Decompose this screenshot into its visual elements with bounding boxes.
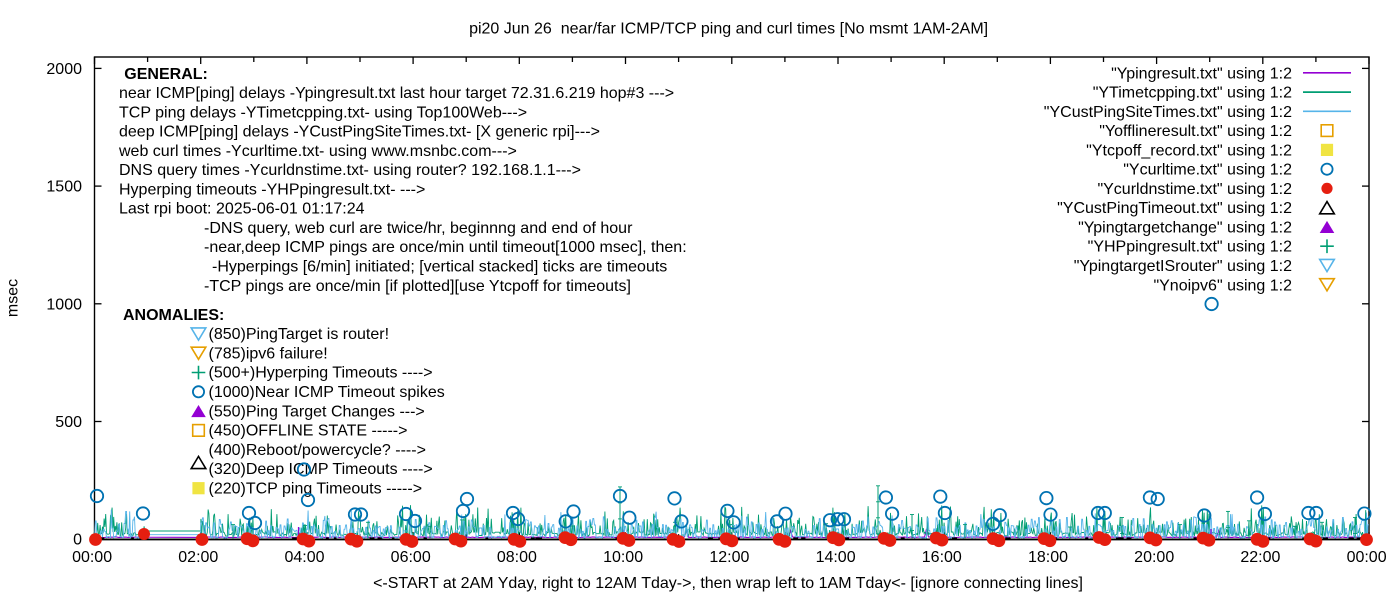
svg-text:"Ycurltime.txt" using 1:2: "Ycurltime.txt" using 1:2 [1123,162,1292,179]
svg-text:-TCP pings are once/min [if pl: -TCP pings are once/min [if plotted][use… [204,278,631,295]
svg-text:1500: 1500 [46,179,82,196]
svg-text:12:00: 12:00 [709,549,749,566]
svg-text:DNS query times -Ycurldnstime.: DNS query times -Ycurldnstime.txt- using… [119,162,581,179]
svg-text:00:00: 00:00 [72,549,112,566]
svg-text:00:00: 00:00 [1347,549,1387,566]
svg-text:(500+)Hyperping Timeouts ---->: (500+)Hyperping Timeouts ----> [209,365,433,382]
svg-text:08:00: 08:00 [497,549,537,566]
svg-text:"YTimetcpping.txt" using 1:2: "YTimetcpping.txt" using 1:2 [1093,85,1292,102]
svg-text:06:00: 06:00 [391,549,431,566]
svg-text:20:00: 20:00 [1134,549,1174,566]
svg-text:14:00: 14:00 [816,549,856,566]
svg-text:ANOMALIES:: ANOMALIES: [123,307,224,324]
svg-text:TCP ping delays -YTimetcpping.: TCP ping delays -YTimetcpping.txt- using… [119,104,527,121]
svg-text:(400)Reboot/powercycle? ---->: (400)Reboot/powercycle? ----> [209,442,426,459]
svg-text:"Ypingresult.txt" using 1:2: "Ypingresult.txt" using 1:2 [1111,65,1292,82]
svg-text:02:00: 02:00 [178,549,218,566]
svg-text:"Yofflineresult.txt" using 1:2: "Yofflineresult.txt" using 1:2 [1099,123,1292,140]
svg-text:Hyperping timeouts -YHPpingres: Hyperping timeouts -YHPpingresult.txt- -… [119,181,425,198]
svg-text:"YpingtargetISrouter" using 1:: "YpingtargetISrouter" using 1:2 [1074,258,1292,275]
svg-text:msec: msec [5,279,22,317]
svg-text:(220)TCP ping Timeouts ----->: (220)TCP ping Timeouts -----> [209,480,423,497]
svg-text:near ICMP[ping] delays -Ypingr: near ICMP[ping] delays -Ypingresult.txt … [119,85,674,102]
svg-text:(320)Deep ICMP Timeouts ---->: (320)Deep ICMP Timeouts ----> [209,461,433,478]
svg-text:-Hyperpings [6/min] initiated;: -Hyperpings [6/min] initiated; [vertical… [212,259,667,276]
svg-text:Last rpi boot: 2025-06-01 01:1: Last rpi boot: 2025-06-01 01:17:24 [119,201,365,218]
svg-text:<-START at 2AM Yday, right to: <-START at 2AM Yday, right to 12AM Tday-… [373,575,1083,592]
svg-text:(450)OFFLINE STATE ----->: (450)OFFLINE STATE -----> [209,423,408,440]
svg-text:"Ypingtargetchange" using 1:2: "Ypingtargetchange" using 1:2 [1078,220,1292,237]
svg-text:(785)ipv6 failure!: (785)ipv6 failure! [209,346,328,363]
svg-text:2000: 2000 [46,61,82,78]
svg-text:-DNS query, web curl are twice: -DNS query, web curl are twice/hr, begin… [204,220,633,237]
svg-text:"YCustPingTimeout.txt" using 1: "YCustPingTimeout.txt" using 1:2 [1057,200,1292,217]
svg-text:0: 0 [73,532,82,549]
svg-text:500: 500 [55,414,82,431]
svg-text:(550)Ping Target Changes --->: (550)Ping Target Changes ---> [209,403,425,420]
svg-text:"Ynoipv6" using 1:2: "Ynoipv6" using 1:2 [1153,277,1292,294]
svg-text:(1000)Near ICMP Timeout spikes: (1000)Near ICMP Timeout spikes [209,384,445,401]
svg-text:"Ycurldnstime.txt" using 1:2: "Ycurldnstime.txt" using 1:2 [1097,181,1292,198]
svg-text:22:00: 22:00 [1240,549,1280,566]
svg-text:1000: 1000 [46,296,82,313]
svg-text:"YHPpingresult.txt" using 1:2: "YHPpingresult.txt" using 1:2 [1088,239,1292,256]
svg-text:16:00: 16:00 [922,549,962,566]
svg-text:10:00: 10:00 [603,549,643,566]
svg-text:-near,deep ICMP pings are once: -near,deep ICMP pings are once/min until… [204,239,687,256]
svg-text:deep ICMP[ping] delays -YCustP: deep ICMP[ping] delays -YCustPingSiteTim… [119,124,600,141]
svg-text:(850)PingTarget is router!: (850)PingTarget is router! [209,326,390,343]
svg-text:"YCustPingSiteTimes.txt" using: "YCustPingSiteTimes.txt" using 1:2 [1044,104,1292,121]
svg-text:GENERAL:: GENERAL: [124,66,208,83]
svg-text:pi20 Jun 26 near/far ICMP/TCP: pi20 Jun 26 near/far ICMP/TCP ping and c… [469,21,988,38]
svg-text:web curl times -Ycurltime.txt-: web curl times -Ycurltime.txt- using www… [118,143,517,160]
svg-text:18:00: 18:00 [1028,549,1068,566]
svg-text:04:00: 04:00 [284,549,324,566]
svg-text:"Ytcpoff_record.txt" using 1:2: "Ytcpoff_record.txt" using 1:2 [1086,142,1292,159]
